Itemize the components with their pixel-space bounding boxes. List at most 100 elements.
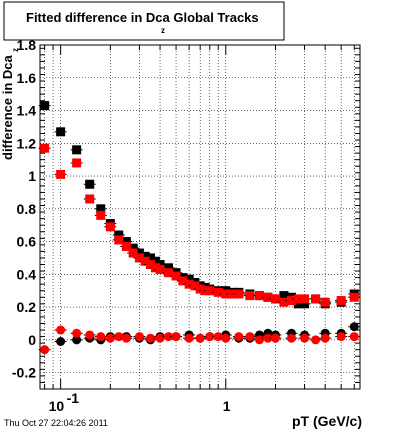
y-axis-label-subscript: z [11, 48, 20, 52]
data-point-square [178, 276, 188, 286]
data-point-circle [245, 332, 255, 342]
y-tick-label: 0.4 [17, 266, 37, 282]
y-tick-label: 0.6 [17, 234, 37, 250]
data-point-square [72, 145, 82, 155]
data-point-circle [213, 332, 223, 342]
chart-title-box: Fitted difference in Dca Global Tracks z [3, 1, 285, 41]
x-tick-label: 1 [223, 398, 231, 414]
data-point-square [311, 294, 321, 304]
data-point-square [300, 299, 310, 309]
data-point-circle [56, 325, 66, 335]
data-point-square [279, 291, 289, 301]
data-point-square [140, 256, 150, 266]
data-point-circle [85, 330, 95, 340]
data-point-square [205, 286, 215, 296]
data-point-circle [40, 345, 50, 355]
y-tick-label: 1.6 [17, 70, 37, 86]
data-point-circle [184, 333, 194, 343]
y-tick-label: 1.8 [17, 37, 37, 53]
chart-title-main: Fitted difference in Dca [26, 10, 171, 25]
chart-title-tail: Global Tracks [173, 10, 258, 25]
data-point-square [150, 256, 160, 266]
data-point-square [171, 271, 181, 281]
data-point-circle [320, 333, 330, 343]
data-point-square [40, 101, 50, 111]
data-point-circle [286, 333, 296, 343]
data-point-square [121, 237, 131, 247]
data-point-circle [72, 335, 82, 345]
data-point-circle [234, 332, 244, 342]
x-axis-label: pT (GeV/c) [292, 413, 362, 429]
data-point-square [349, 292, 359, 302]
data-point-square [184, 279, 194, 289]
x-tick-labels: 10 -1 1 [49, 390, 231, 414]
data-point-square [245, 291, 255, 301]
data-point-square [128, 243, 138, 253]
data-point-circle [349, 322, 359, 332]
data-point-square [184, 274, 194, 284]
data-point-circle [72, 328, 82, 338]
data-point-square [163, 268, 173, 278]
data-point-circle [221, 333, 231, 343]
data-point-square [145, 253, 155, 263]
data-point-circle [114, 332, 124, 342]
data-point-square [134, 253, 144, 263]
data-point-square [40, 143, 50, 153]
data-point-square [96, 204, 106, 214]
data-point-square [155, 260, 165, 270]
y-axis-label-subscript-group: z [11, 48, 20, 52]
data-point-circle [121, 333, 131, 343]
y-axis-label: difference in Dca [0, 54, 15, 160]
data-point-square [145, 260, 155, 270]
data-point-circle [134, 332, 144, 342]
data-point-square [85, 194, 95, 204]
data-point-square [140, 251, 150, 261]
data-point-square [336, 296, 346, 306]
data-point-square [72, 158, 82, 168]
x-tick-label-exponent: -1 [67, 390, 80, 406]
data-point-square [121, 241, 131, 251]
data-point-square [163, 263, 173, 273]
data-point-circle [336, 332, 346, 342]
data-point-circle [96, 332, 106, 342]
data-point-square [254, 291, 264, 301]
data-point-circle [163, 332, 173, 342]
data-point-square [114, 235, 124, 245]
data-point-circle [155, 333, 165, 343]
chart-title: Fitted difference in Dca Global Tracks [26, 10, 259, 25]
data-point-circle [145, 333, 155, 343]
grid-lines [40, 44, 360, 389]
y-tick-label: -0.2 [12, 365, 36, 381]
data-point-square [190, 281, 200, 291]
data-point-square [293, 299, 303, 309]
data-point-square [293, 294, 303, 304]
data-point-square [105, 222, 115, 232]
data-point-square [221, 289, 231, 299]
x-tick-label: 10 [49, 398, 65, 414]
data-point-square [85, 179, 95, 189]
data-point-circle [349, 332, 359, 342]
data-point-circle [195, 333, 205, 343]
data-point-square [114, 230, 124, 240]
y-tick-labels: -0.2 0 0.2 0.4 0.6 0.8 1 1.2 1.4 1.6 1.8 [12, 37, 36, 381]
timestamp: Thu Oct 27 22:04:26 2011 [4, 418, 108, 428]
data-point-circle [105, 333, 115, 343]
data-point-square [134, 248, 144, 258]
data-point-circle [56, 336, 66, 346]
y-axis-label-group: difference in Dca [0, 54, 15, 160]
data-point-square [56, 169, 66, 179]
data-point-circle [311, 335, 321, 345]
y-tick-label: 1.4 [17, 103, 37, 119]
y-tick-label: 1.2 [17, 135, 37, 151]
chart-title-subscript: z [161, 26, 165, 35]
data-point-square [286, 296, 296, 306]
data-point-circle [205, 332, 215, 342]
data-point-square [263, 292, 273, 302]
y-tick-label: 1 [28, 168, 36, 184]
y-tick-label: 0 [28, 332, 36, 348]
data-point-square [320, 297, 330, 307]
data-point-square [213, 287, 223, 297]
data-point-square [56, 127, 66, 137]
y-tick-label: 0.2 [17, 299, 37, 315]
